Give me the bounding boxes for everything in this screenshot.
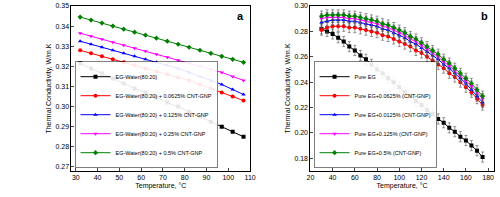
svg-text:0.30: 0.30	[294, 2, 308, 9]
svg-text:0.26: 0.26	[294, 53, 308, 60]
svg-text:110: 110	[244, 174, 255, 181]
svg-text:60: 60	[137, 174, 145, 181]
svg-text:0.18: 0.18	[294, 155, 308, 162]
svg-text:EG-Water(80:20) + 0.125% CNT-G: EG-Water(80:20) + 0.125% CNT-GNP	[116, 112, 209, 118]
svg-text:50: 50	[115, 174, 123, 181]
svg-text:Pure EG+0.0125% (CNT-GNP): Pure EG+0.0125% (CNT-GNP)	[355, 112, 431, 118]
svg-text:180: 180	[482, 174, 494, 181]
svg-text:140: 140	[438, 174, 450, 181]
svg-text:0.28: 0.28	[294, 28, 308, 35]
svg-text:60: 60	[351, 174, 359, 181]
svg-text:EG-Water(80:20) + 0.25% CNT-GN: EG-Water(80:20) + 0.25% CNT-GNP	[116, 131, 206, 137]
svg-text:Pure EG+0.0625% (CNT-GNP): Pure EG+0.0625% (CNT-GNP)	[355, 93, 431, 99]
svg-text:0.28: 0.28	[55, 143, 69, 150]
svg-text:0.22: 0.22	[294, 104, 308, 111]
svg-text:70: 70	[159, 174, 167, 181]
svg-text:100: 100	[393, 174, 405, 181]
svg-text:0.29: 0.29	[55, 123, 69, 130]
svg-text:Pure EG+0.125% (CNT-GNP): Pure EG+0.125% (CNT-GNP)	[355, 131, 428, 137]
svg-text:EG-Water(80:20): EG-Water(80:20)	[116, 74, 158, 80]
svg-text:0.32: 0.32	[55, 63, 69, 70]
svg-text:90: 90	[203, 174, 211, 181]
svg-text:Thermal Conductivity, W/m.K: Thermal Conductivity, W/m.K	[284, 43, 292, 133]
svg-text:0.20: 0.20	[294, 129, 308, 136]
svg-text:0.33: 0.33	[55, 43, 69, 50]
svg-text:100: 100	[222, 174, 234, 181]
svg-text:120: 120	[416, 174, 428, 181]
svg-text:EG-Water(80:20) + 0.5% CNT-GNP: EG-Water(80:20) + 0.5% CNT-GNP	[116, 150, 203, 156]
svg-text:b: b	[481, 10, 488, 22]
svg-text:0.34: 0.34	[55, 23, 69, 30]
svg-text:a: a	[237, 10, 244, 22]
svg-text:Pure EG: Pure EG	[355, 74, 376, 80]
svg-text:0.27: 0.27	[55, 163, 69, 170]
svg-text:0.31: 0.31	[55, 83, 69, 90]
svg-text:160: 160	[460, 174, 472, 181]
svg-text:0.35: 0.35	[55, 2, 69, 9]
svg-text:Temperature, °C: Temperature, °C	[377, 182, 428, 190]
svg-text:Temperature, °C: Temperature, °C	[135, 182, 186, 190]
svg-text:EG-Water(80:20) + 0.0625% CNT-: EG-Water(80:20) + 0.0625% CNT-GNP	[116, 93, 212, 99]
svg-text:Pure EG+0.5% (CNT-GNP): Pure EG+0.5% (CNT-GNP)	[355, 150, 422, 156]
svg-text:40: 40	[329, 174, 337, 181]
svg-text:80: 80	[373, 174, 381, 181]
svg-text:40: 40	[94, 174, 102, 181]
svg-text:20: 20	[307, 174, 315, 181]
svg-text:Thermal Conductivity, W/m.K: Thermal Conductivity, W/m.K	[45, 43, 53, 133]
svg-text:0.30: 0.30	[55, 103, 69, 110]
svg-text:0.24: 0.24	[294, 79, 308, 86]
svg-text:30: 30	[72, 174, 80, 181]
svg-text:80: 80	[181, 174, 189, 181]
